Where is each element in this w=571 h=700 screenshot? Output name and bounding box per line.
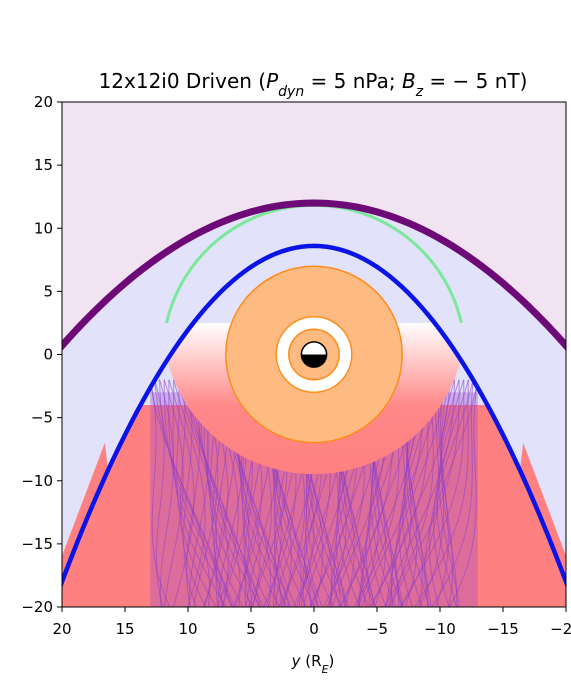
field-line	[384, 379, 460, 607]
bow-shock	[62, 199, 566, 351]
x-label-part: )	[329, 652, 335, 670]
field-line	[173, 379, 206, 607]
field-line	[168, 379, 195, 607]
x-tick-label: −5	[366, 620, 388, 638]
x-axis-label: y (RE)	[291, 652, 335, 676]
field-line	[436, 379, 465, 607]
field-line	[433, 379, 469, 607]
x-tick-label: 20	[52, 620, 71, 638]
x-label-part: E	[322, 663, 329, 676]
y-tick-label: 20	[34, 93, 53, 111]
field-line	[159, 379, 174, 607]
field-line	[382, 379, 455, 607]
field-line	[441, 379, 479, 607]
field-line	[187, 379, 241, 607]
x-tick-label: −20	[550, 620, 571, 638]
field-line	[438, 379, 461, 607]
x-tick-label: −10	[424, 620, 456, 638]
title-part: = 5 nPa;	[304, 69, 402, 93]
field-line	[172, 379, 235, 607]
title-part: P	[266, 69, 279, 93]
field-line	[411, 379, 445, 607]
field-line	[168, 379, 240, 607]
field-line	[149, 379, 177, 607]
title-part: dyn	[278, 84, 304, 100]
y-tick-label: −20	[21, 598, 53, 616]
y-tick-label: 5	[43, 282, 53, 300]
x-label-part: (R	[301, 652, 322, 670]
y-tick-label: −10	[21, 472, 53, 490]
y-tick-label: 0	[43, 346, 53, 364]
x-tick-label: 15	[115, 620, 134, 638]
title-part: z	[415, 84, 424, 100]
x-tick-label: 0	[309, 620, 319, 638]
y-tick-label: −5	[31, 409, 53, 427]
field-line	[163, 379, 184, 607]
field-line	[429, 379, 449, 607]
x-tick-label: −15	[487, 620, 519, 638]
y-tick-label: 10	[34, 219, 53, 237]
title-part: = − 5 nT)	[423, 69, 527, 93]
field-line	[393, 379, 440, 607]
field-line	[154, 379, 168, 607]
field-line	[182, 379, 229, 607]
field-line	[423, 379, 474, 607]
title-part: 12x12i0 Driven (	[99, 69, 267, 93]
field-line	[149, 379, 210, 607]
chart-title: 12x12i0 Driven (Pdyn = 5 nPa; Bz = − 5 n…	[99, 69, 528, 100]
earth-night	[301, 354, 327, 368]
y-tick-label: −15	[21, 535, 53, 553]
field-line	[177, 379, 218, 607]
magnetopause	[62, 243, 566, 589]
x-tick-label: 5	[246, 620, 256, 638]
plot-area	[62, 102, 566, 607]
y-tick-label: 15	[34, 156, 53, 174]
x-tick-label: 10	[178, 620, 197, 638]
x-label-part: y	[291, 652, 302, 670]
title-part: B	[402, 69, 416, 93]
